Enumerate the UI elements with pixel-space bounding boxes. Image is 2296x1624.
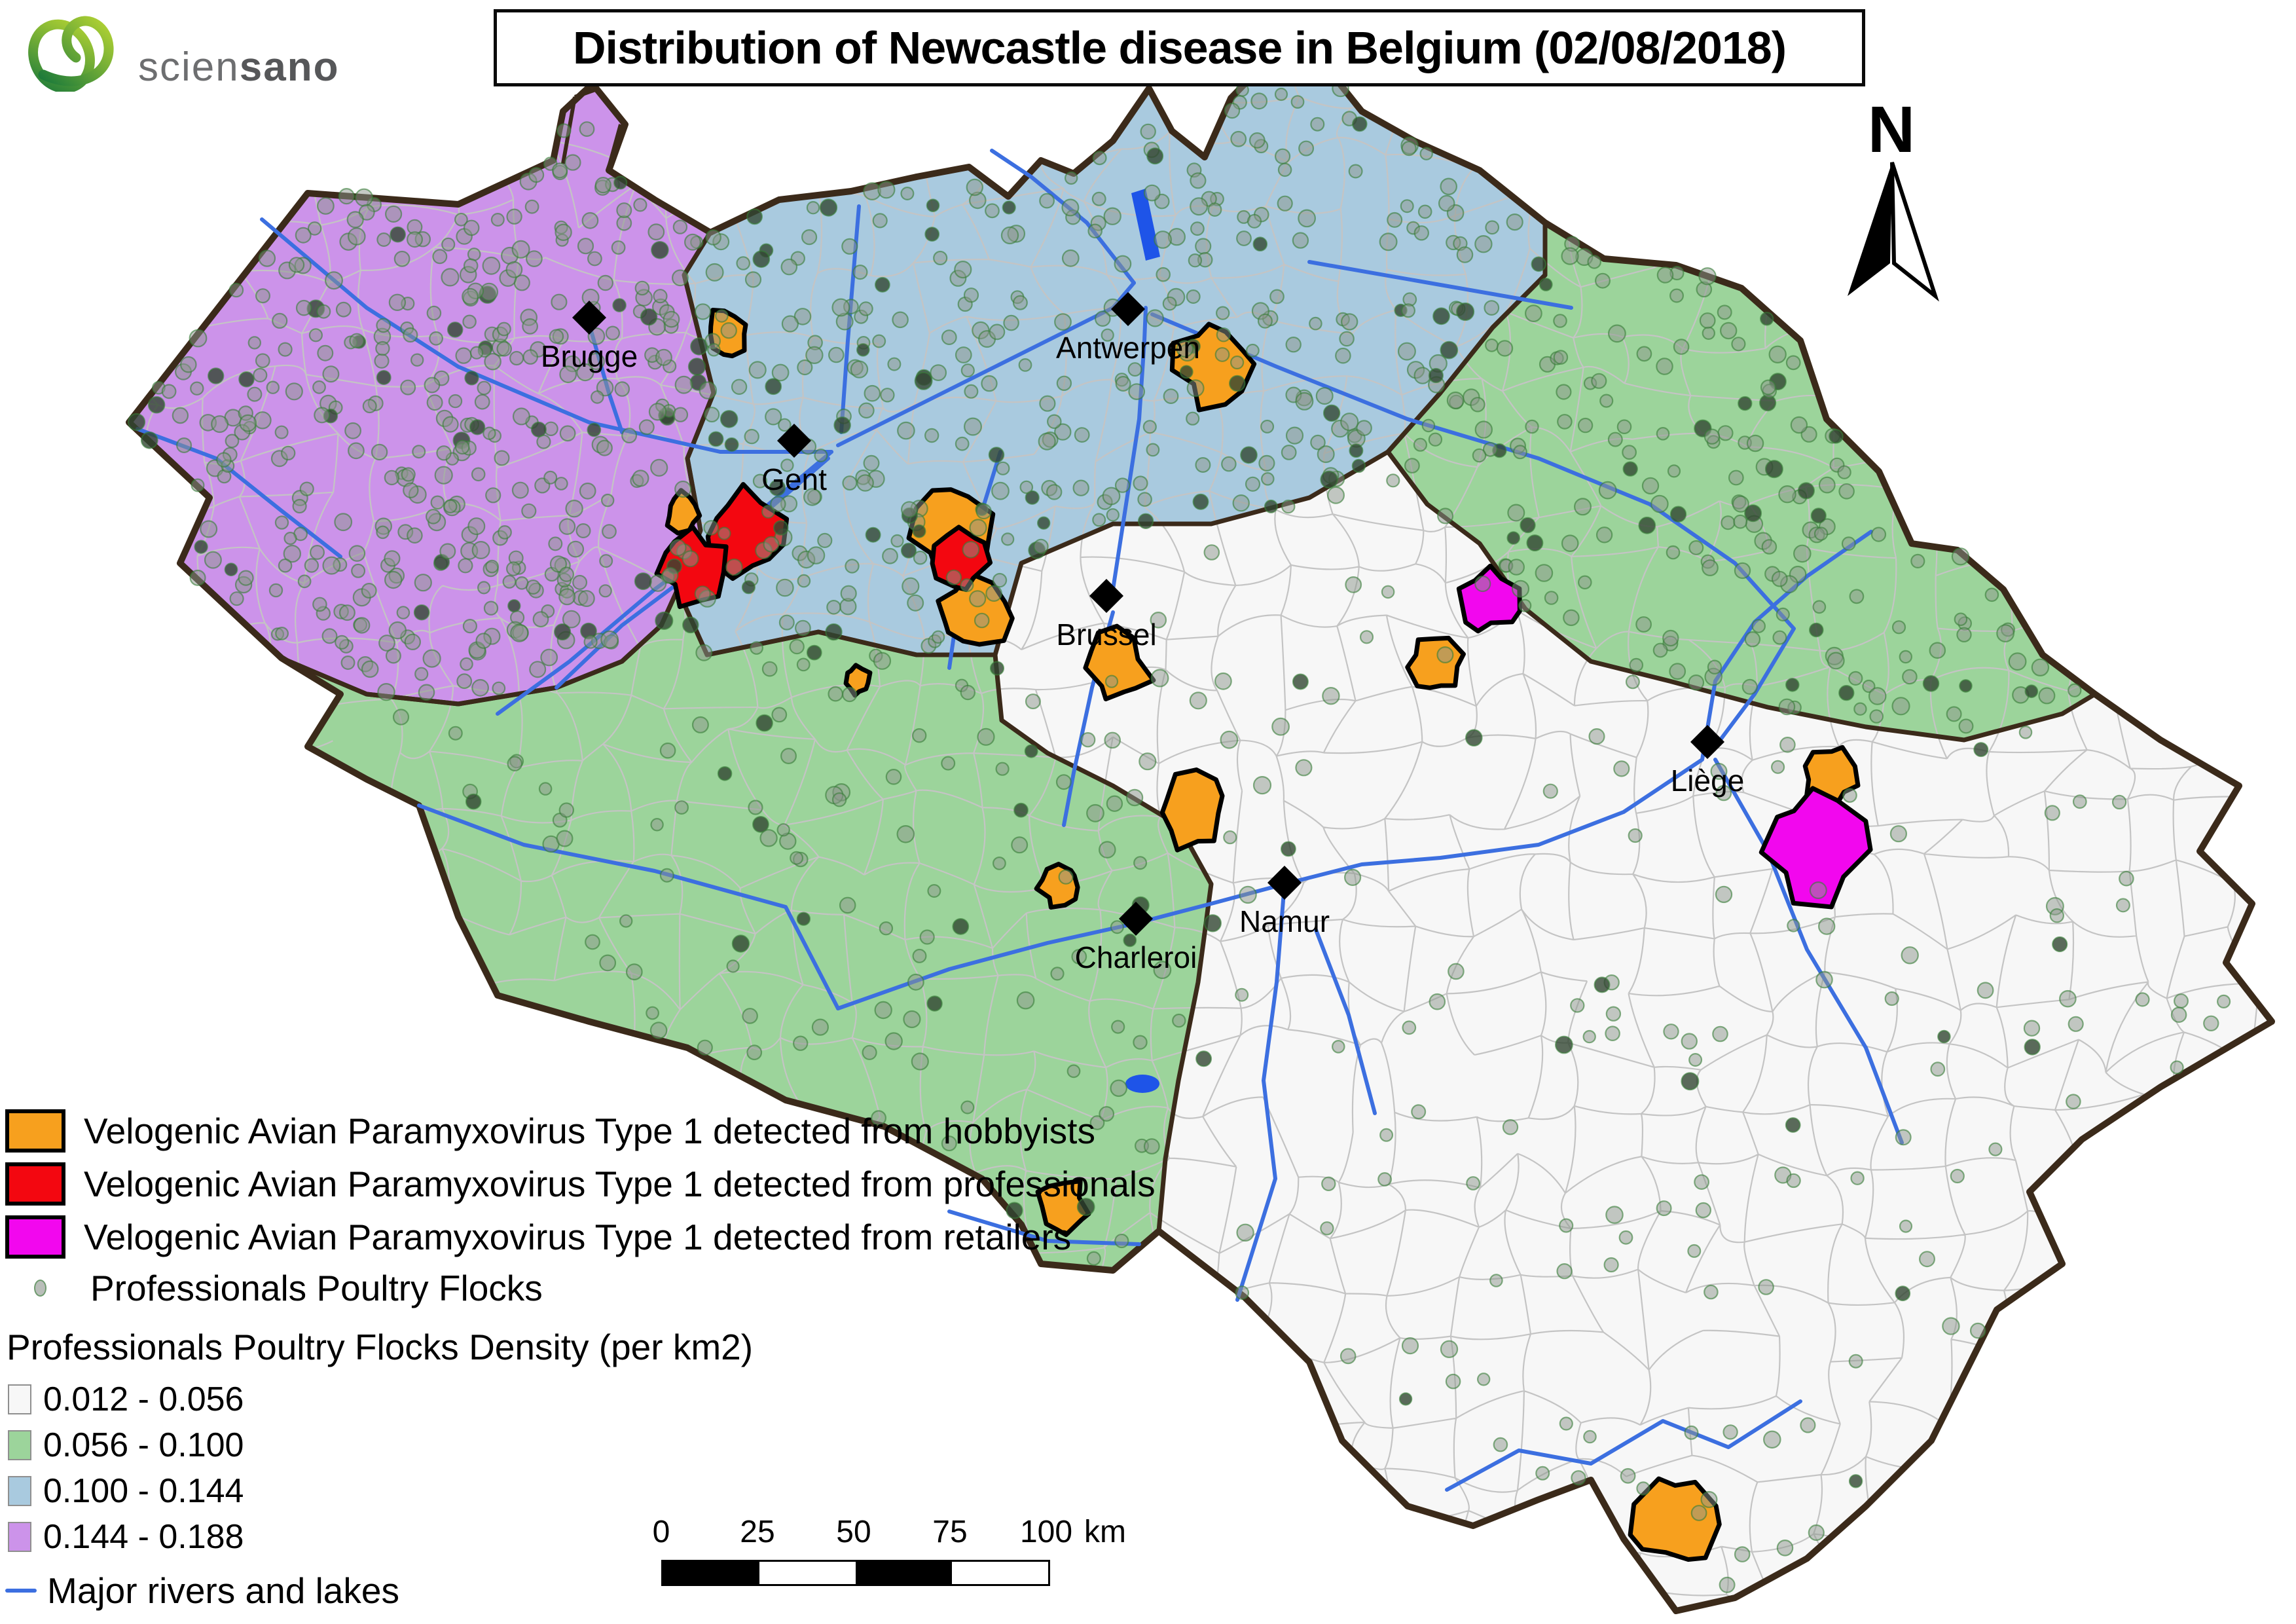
region-central-flanders (678, 58, 1545, 655)
city-marker-icon (1111, 292, 1145, 326)
antwerp-dock (1131, 189, 1160, 261)
north-arrow-right (1890, 162, 1939, 302)
scale-ticks: 0 25 50 75 100 km (653, 1514, 1159, 1551)
legend-label: Velogenic Avian Paramyxovirus Type 1 det… (84, 1111, 1095, 1151)
eau-d-heure-lakes (1125, 1075, 1159, 1093)
density-class-row-0: 0.012 - 0.056 (5, 1380, 1079, 1418)
country-border (126, 54, 2275, 1614)
poultry-flock-dot-icon (34, 1280, 46, 1297)
city-label: Antwerpen (1056, 331, 1200, 365)
scale-segment (856, 1562, 952, 1584)
density-legend-title: Professionals Poultry Flocks Density (pe… (7, 1327, 754, 1367)
density-class-row-1: 0.056 - 0.100 (5, 1426, 1079, 1464)
scale-segment (759, 1562, 856, 1584)
city-marker-icon (777, 424, 811, 458)
density-swatch (8, 1384, 31, 1414)
logo-wordmark: sciensano (138, 47, 339, 92)
scale-tick: 0 (652, 1515, 670, 1549)
legend-item-rivers: Major rivers and lakes (5, 1570, 1079, 1611)
legend-label: Professionals Poultry Flocks (90, 1268, 543, 1308)
map-title: Distribution of Newcastle disease in Bel… (572, 22, 1787, 73)
scale-bar: 0 25 50 75 100 km (653, 1514, 1159, 1599)
legend-label: Major rivers and lakes (47, 1570, 399, 1611)
city-brugge: Brugge (541, 301, 638, 373)
density-class-row-2: 0.100 - 0.144 (5, 1472, 1079, 1510)
city-brussel: Brussel (1056, 579, 1157, 652)
cities: Brugge Gent Antwerpen Brussel Liège Namur Char… (541, 292, 1744, 974)
city-marker-icon (572, 301, 606, 335)
city-label: Namur (1239, 904, 1330, 938)
city-gent: Gent (761, 424, 827, 496)
north-arrow-left (1848, 162, 1892, 296)
density-classes: 0.012 - 0.056 0.056 - 0.100 0.100 - 0.144 0… (5, 1380, 1079, 1556)
scale-tick: 50 (836, 1515, 871, 1549)
density-label: 0.056 - 0.100 (43, 1426, 244, 1464)
density-swatch (8, 1430, 31, 1460)
scale-segment (952, 1562, 1048, 1584)
city-label: Brussel (1056, 618, 1156, 652)
density-label: 0.012 - 0.056 (43, 1380, 244, 1418)
scale-bar-segments (661, 1560, 1050, 1586)
outbreak-hobbyists (1405, 635, 1466, 690)
density-class-row-3: 0.144 - 0.188 (5, 1518, 1079, 1556)
retailers-swatch (5, 1215, 65, 1259)
legend-item-professionals: Velogenic Avian Paramyxovirus Type 1 det… (5, 1161, 1156, 1207)
outbreak-hobbyists (1035, 1179, 1091, 1238)
city-marker-icon (1119, 902, 1153, 936)
sciensano-swirl-icon (28, 16, 114, 92)
river-line-icon (5, 1589, 37, 1593)
city-antwerpen: Antwerpen (1056, 292, 1200, 365)
scale-tick: 100 (1019, 1515, 1073, 1549)
scale-unit: km (1084, 1515, 1126, 1549)
city-label: Liège (1671, 764, 1745, 798)
north-arrow: N (1848, 93, 1939, 302)
hobbyists-swatch (5, 1109, 65, 1153)
city-label: Brugge (541, 339, 638, 373)
north-label: N (1868, 93, 1915, 166)
legend-outbreak-items: Velogenic Avian Paramyxovirus Type 1 det… (5, 1108, 1156, 1260)
density-label: 0.144 - 0.188 (43, 1518, 244, 1556)
map-title-box: Distribution of Newcastle disease in Bel… (494, 9, 1865, 86)
legend: Velogenic Avian Paramyxovirus Type 1 det… (5, 1108, 1156, 1611)
city-label: Gent (761, 462, 827, 496)
sciensano-logo: sciensano (18, 8, 339, 92)
legend-item-hobbyists: Velogenic Avian Paramyxovirus Type 1 det… (5, 1108, 1095, 1154)
logo-sano: sano (239, 45, 340, 90)
outbreak-hobbyists (1159, 767, 1225, 853)
city-marker-icon (1267, 866, 1302, 900)
outbreak-retailers (1456, 563, 1522, 634)
scale-tick: 75 (932, 1515, 968, 1549)
legend-label: Velogenic Avian Paramyxovirus Type 1 det… (84, 1164, 1156, 1204)
city-marker-icon (1690, 725, 1724, 759)
scale-segment (663, 1562, 759, 1584)
density-swatch (8, 1476, 31, 1506)
outbreak-hobbyists (1628, 1476, 1722, 1562)
city-namur: Namur (1239, 866, 1330, 938)
city-charleroi: Charleroi (1075, 902, 1197, 974)
scale-tick: 25 (740, 1515, 775, 1549)
legend-label: Velogenic Avian Paramyxovirus Type 1 det… (84, 1217, 1072, 1257)
legend-item-poultry-flocks: Professionals Poultry Flocks (5, 1267, 1079, 1309)
city-label: Charleroi (1075, 940, 1197, 974)
professionals-swatch (5, 1162, 65, 1206)
density-label: 0.100 - 0.144 (43, 1472, 244, 1510)
city-lige: Liège (1671, 725, 1745, 798)
density-swatch (8, 1522, 31, 1552)
outbreak-retailers (1758, 786, 1873, 910)
legend-item-retailers: Velogenic Avian Paramyxovirus Type 1 det… (5, 1214, 1079, 1260)
logo-scien: scien (138, 45, 240, 90)
outbreak-hobbyists (1083, 623, 1156, 701)
city-marker-icon (1089, 579, 1123, 613)
poultry-flock-dots (128, 54, 2231, 1593)
